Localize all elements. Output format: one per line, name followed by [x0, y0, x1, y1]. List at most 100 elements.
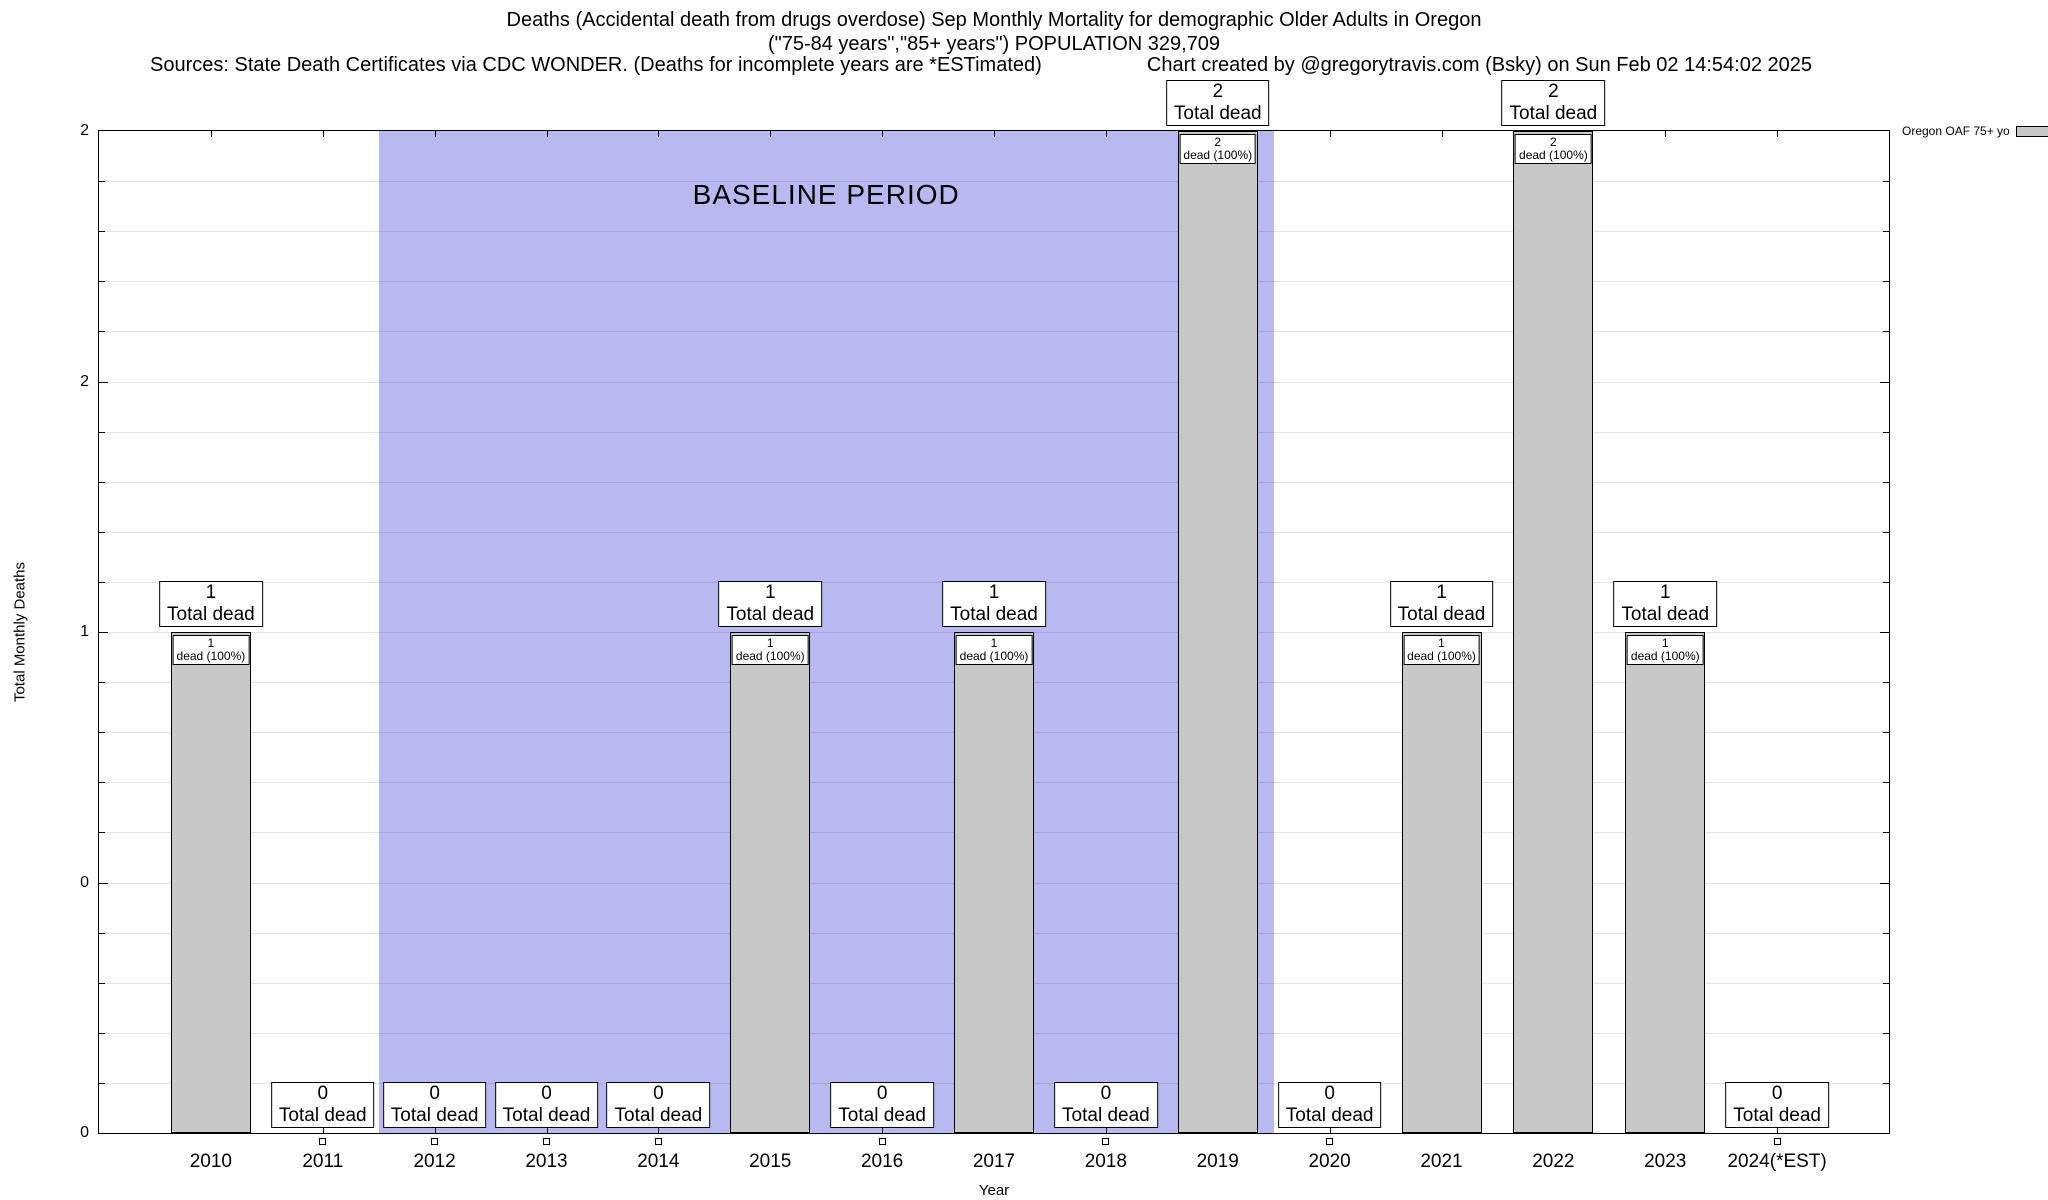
- y-tick-mark: [1883, 732, 1889, 734]
- x-tick-label: 2011: [302, 1151, 344, 1172]
- y-tick-mark: [1883, 581, 1889, 583]
- y-tick-label: 0: [80, 1124, 89, 1141]
- y-tick-mark: [99, 381, 108, 383]
- bar-total-label: 0 Total dead: [606, 1082, 711, 1128]
- x-tick-mark: [1105, 131, 1107, 137]
- x-tick-label: 2018: [1084, 1151, 1128, 1172]
- zero-bar-marker: [1102, 1138, 1110, 1145]
- y-tick-mark: [1883, 531, 1889, 533]
- y-tick-mark: [1880, 882, 1889, 884]
- x-tick-mark: [1105, 1127, 1107, 1133]
- gridline: [99, 281, 1889, 283]
- x-tick-mark: [322, 131, 324, 137]
- zero-bar-marker: [654, 1138, 662, 1145]
- y-tick-mark: [99, 832, 105, 834]
- y-tick-mark: [1880, 632, 1889, 633]
- zero-bar-marker: [1326, 1138, 1334, 1145]
- y-tick-mark: [1883, 231, 1889, 233]
- y-tick-mark: [99, 331, 105, 333]
- bar: [1513, 131, 1594, 1133]
- x-tick-mark: [546, 1127, 548, 1133]
- y-tick-mark: [1883, 281, 1889, 283]
- gridline: [99, 181, 1889, 183]
- baseline-label: BASELINE PERIOD: [692, 179, 960, 210]
- bar-total-label: 0 Total dead: [382, 1082, 487, 1128]
- bar-inner-label: 1 dead (100%): [1403, 635, 1480, 665]
- zero-bar-marker: [878, 1138, 886, 1145]
- y-tick-mark: [1883, 481, 1889, 483]
- x-tick-label: 2020: [1308, 1151, 1351, 1172]
- x-tick-mark: [770, 131, 772, 137]
- y-tick-label: 2: [80, 372, 89, 390]
- y-tick-mark: [1883, 782, 1889, 784]
- x-tick-mark: [434, 131, 436, 137]
- y-tick-mark: [1883, 682, 1889, 684]
- bar-total-label: 1 Total dead: [1613, 581, 1718, 627]
- y-tick-mark: [1883, 1082, 1889, 1084]
- y-tick-label: 0: [80, 873, 89, 891]
- y-tick-mark: [99, 581, 105, 583]
- y-tick-mark: [1883, 832, 1889, 834]
- x-tick-label: 2021: [1420, 1151, 1463, 1172]
- gridline: [99, 481, 1889, 483]
- legend: Oregon OAF 75+ yo: [1902, 124, 2048, 138]
- x-tick-mark: [882, 131, 884, 137]
- bar: [170, 632, 251, 1133]
- y-tick-mark: [99, 281, 105, 283]
- plot-area: BASELINE PERIOD 0 0 1 2 2 2010 2011 2012 2013 201…: [80, 80, 1890, 1172]
- x-tick-mark: [1441, 131, 1443, 137]
- bar-total-label: 0 Total dead: [1054, 1082, 1158, 1128]
- y-tick-mark: [1883, 331, 1889, 333]
- gridline: [99, 381, 1889, 383]
- x-tick-label: 2016: [860, 1151, 904, 1172]
- legend-swatch: [2015, 125, 2048, 137]
- gridline: [99, 431, 1889, 433]
- zero-bar-marker: [543, 1138, 550, 1145]
- x-tick-label: 2023: [1644, 1151, 1687, 1172]
- y-tick-label: 1: [80, 623, 89, 640]
- bar-total-label: 2 Total dead: [1501, 80, 1606, 126]
- x-tick-mark: [994, 131, 995, 137]
- chart-title: Deaths (Accidental death from drugs over…: [506, 9, 1482, 31]
- x-tick-mark: [658, 131, 660, 137]
- x-axis-title: Year: [978, 1182, 1010, 1199]
- x-tick-mark: [546, 131, 548, 137]
- y-tick-mark: [99, 682, 105, 684]
- y-tick-mark: [1883, 1032, 1889, 1034]
- y-tick-mark: [99, 231, 105, 233]
- x-tick-mark: [882, 1127, 884, 1133]
- bar-inner-label: 2 dead (100%): [1179, 134, 1257, 164]
- x-tick-mark: [658, 1127, 660, 1133]
- y-axis-title: Total Monthly Deaths: [11, 561, 29, 703]
- zero-bar-marker: [319, 1138, 327, 1145]
- bar-inner-label: 1 dead (100%): [172, 635, 250, 665]
- gridline: [99, 531, 1889, 533]
- y-tick-mark: [99, 181, 105, 183]
- credit-text: Chart created by @gregorytravis.com (Bsk…: [1146, 54, 1812, 76]
- y-tick-mark: [99, 632, 108, 633]
- x-tick-label: 2012: [413, 1151, 456, 1172]
- bar: [954, 632, 1034, 1133]
- chart-subtitle: ("75-84 years","85+ years") POPULATION 3…: [767, 33, 1221, 55]
- legend-label: Oregon OAF 75+ yo: [1902, 124, 2010, 138]
- zero-bar-marker: [1773, 1138, 1781, 1145]
- x-tick-label: 2017: [972, 1151, 1016, 1172]
- bar-total-label: 0 Total dead: [1277, 1082, 1382, 1128]
- x-tick-mark: [1665, 131, 1667, 137]
- bar-total-label: 1 Total dead: [718, 581, 823, 627]
- x-tick-mark: [210, 131, 212, 137]
- y-tick-mark: [1880, 381, 1889, 383]
- y-tick-mark: [1883, 181, 1889, 183]
- bar-inner-label: 1 dead (100%): [1626, 635, 1704, 665]
- zero-bar-marker: [431, 1138, 439, 1145]
- sources-row: Sources: State Death Certificates via CD…: [150, 54, 1812, 77]
- x-tick-mark: [1329, 1127, 1331, 1133]
- y-tick-mark: [1883, 982, 1889, 984]
- y-tick-mark: [1883, 431, 1889, 433]
- x-tick-label: 2022: [1532, 1151, 1575, 1172]
- x-tick-label: 2015: [749, 1151, 792, 1172]
- x-tick-label: 2019: [1196, 1151, 1239, 1172]
- y-tick-label: 2: [80, 122, 89, 139]
- bar-inner-label: 2 dead (100%): [1515, 134, 1592, 164]
- y-tick-mark: [99, 982, 105, 984]
